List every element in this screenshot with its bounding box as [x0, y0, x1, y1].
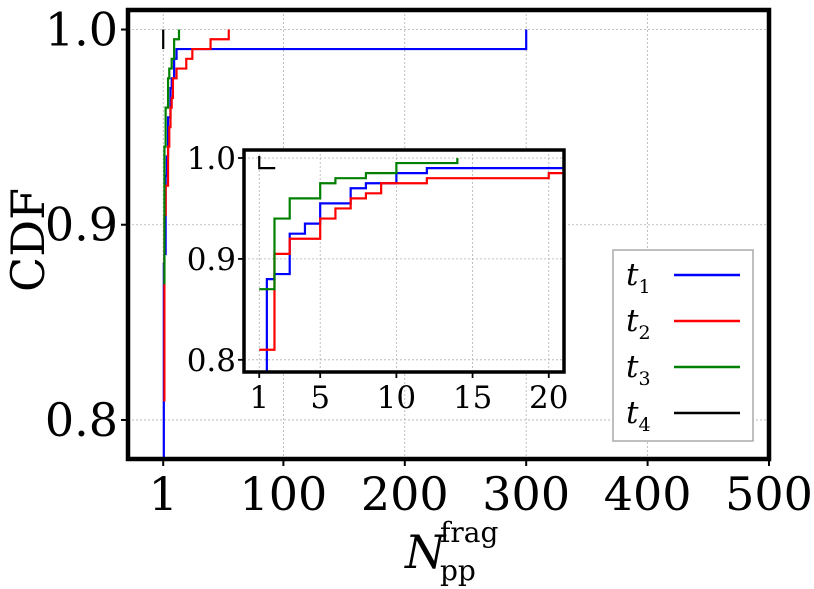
legend-label: t1 — [626, 257, 651, 298]
legend-label-sub: 3 — [638, 368, 650, 390]
main-series-line-t2 — [163, 29, 230, 402]
main-y-tick-label: 0.9 — [45, 198, 118, 252]
legend-label-sub: 1 — [638, 276, 650, 298]
x-axis-title-base: N — [404, 525, 447, 579]
main-x-tick-label: 1 — [149, 467, 178, 521]
main-x-tick-label: 400 — [604, 467, 692, 521]
main-x-tick-label: 300 — [482, 467, 570, 521]
inset-series-line-t3 — [259, 158, 459, 291]
x-axis-title-sup: frag — [440, 516, 498, 549]
main-y-ticks: 0.8 0.9 1.0 — [45, 3, 128, 447]
legend-label-sub: 4 — [638, 414, 650, 436]
legend-box — [612, 249, 754, 442]
y-axis-title: CDF — [1, 188, 55, 292]
inset-x-tick-label: 15 — [453, 380, 492, 416]
main-y-tick-label: 0.8 — [45, 393, 118, 447]
inset-x-tick-label: 5 — [310, 380, 330, 416]
main-x-ticks: 1 100 200 300 400 500 — [149, 459, 813, 521]
inset-y-tick-label: 0.9 — [187, 242, 236, 278]
inset-x-ticks: 1 5 10 15 20 — [249, 372, 568, 416]
inset-frame — [242, 148, 566, 374]
main-plot-frame — [125, 7, 772, 462]
legend-entry-t1: t1 — [626, 257, 740, 298]
inset-y-ticks: 0.8 0.9 1.0 — [187, 141, 244, 379]
inset-series-line-t4 — [258, 156, 276, 170]
inset-x-tick-label: 1 — [249, 380, 269, 416]
main-x-tick-label: 100 — [239, 467, 327, 521]
inset-series-group — [258, 156, 564, 372]
x-axis-title: N pp frag — [404, 516, 498, 587]
main-series-group — [162, 29, 528, 459]
main-y-tick-label: 1.0 — [45, 3, 118, 57]
main-x-tick-label: 500 — [725, 467, 813, 521]
inset-series-line-t2 — [259, 172, 564, 351]
inset-background — [244, 150, 564, 372]
main-series-line-t3 — [163, 29, 181, 285]
main-x-tick-label: 200 — [361, 467, 449, 521]
inset-y-tick-label: 1.0 — [187, 141, 236, 177]
x-axis-title-sub: pp — [440, 554, 476, 587]
inset-y-tick-label: 0.8 — [187, 343, 236, 379]
inset-x-tick-label: 20 — [529, 380, 568, 416]
inset-x-tick-label: 10 — [377, 380, 416, 416]
legend-label-sub: 2 — [638, 322, 650, 344]
